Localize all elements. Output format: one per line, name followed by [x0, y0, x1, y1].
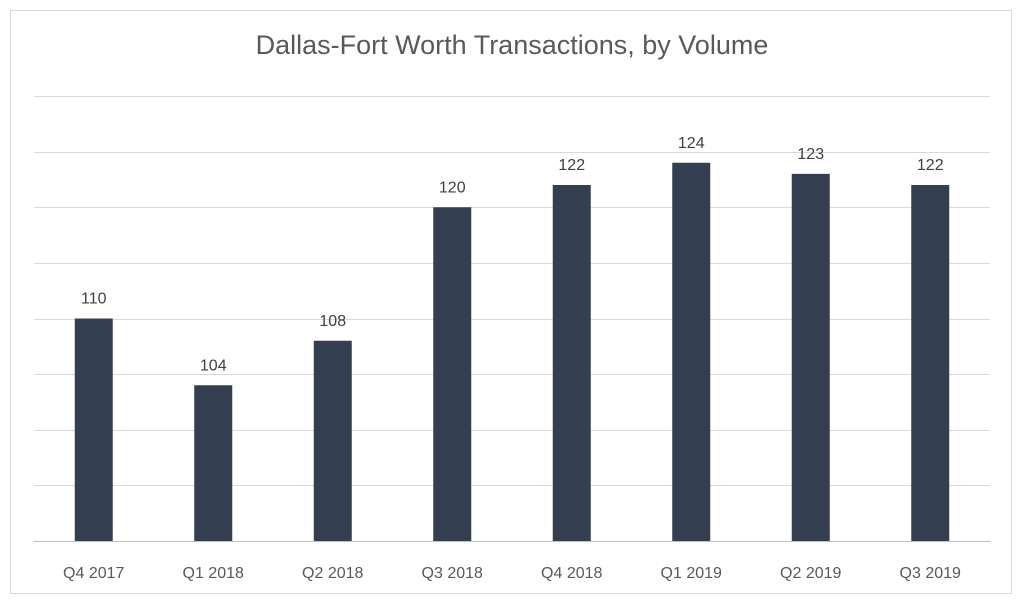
data-labels: 110 104 108 120 122 124 123 122	[81, 135, 944, 375]
x-tick-label: Q3 2018	[422, 565, 483, 582]
x-tick-label: Q4 2017	[63, 565, 124, 582]
chart-title: Dallas-Fort Worth Transactions, by Volum…	[255, 30, 769, 60]
gridlines	[34, 96, 990, 542]
x-tick-label: Q1 2018	[183, 565, 244, 582]
bar	[911, 185, 950, 541]
x-tick-label: Q2 2018	[302, 565, 363, 582]
data-label: 124	[678, 135, 705, 152]
bar	[313, 340, 352, 541]
data-label: 108	[319, 313, 346, 330]
data-label: 120	[439, 179, 466, 196]
bar	[433, 207, 472, 541]
chart-frame	[10, 10, 1012, 594]
bars	[74, 162, 950, 541]
x-tick-label: Q4 2018	[541, 565, 602, 582]
data-label: 104	[200, 357, 227, 374]
data-label: 110	[81, 291, 107, 308]
data-label: 122	[917, 157, 944, 174]
bar	[194, 385, 233, 541]
x-tick-label: Q2 2019	[780, 565, 841, 582]
x-tick-labels: Q4 2017 Q1 2018 Q2 2018 Q3 2018 Q4 2018 Q1 20…	[63, 565, 961, 582]
bar	[672, 162, 711, 541]
x-tick-label: Q1 2019	[661, 565, 722, 582]
x-tick-label: Q3 2019	[900, 565, 961, 582]
data-label: 123	[797, 146, 824, 163]
bar	[552, 185, 591, 541]
bar	[74, 318, 113, 541]
data-label: 122	[558, 157, 585, 174]
bar	[791, 173, 830, 541]
